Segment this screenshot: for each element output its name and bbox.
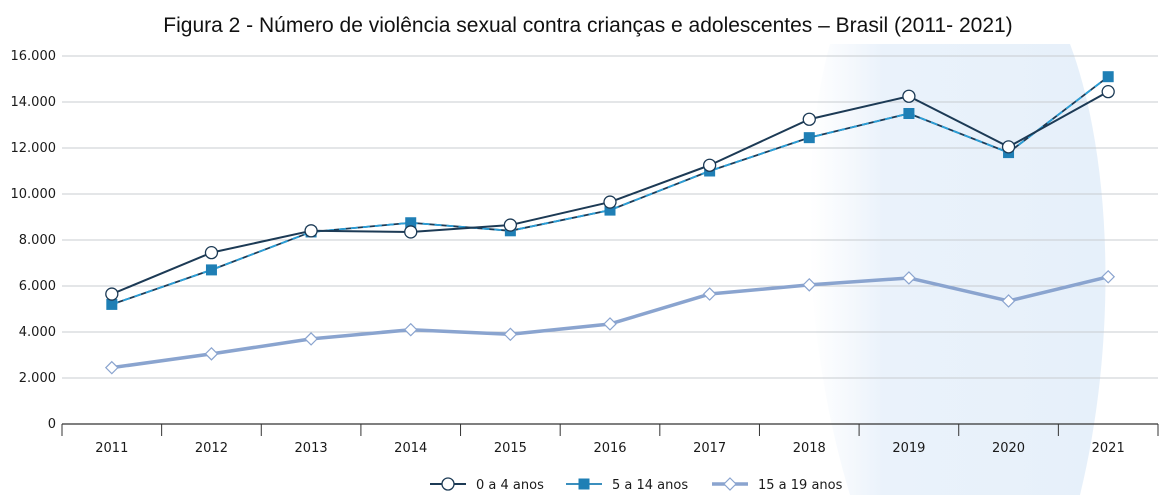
legend-label: 5 a 14 anos (612, 478, 688, 493)
data-point (702, 158, 717, 172)
y-tick-label: 4.000 (19, 325, 56, 340)
data-point (403, 322, 418, 337)
y-tick-label: 0 (48, 417, 56, 432)
data-point (503, 218, 518, 232)
data-point (802, 112, 816, 126)
data-point (104, 360, 119, 375)
series-3 (104, 269, 1116, 375)
legend-marker (441, 477, 455, 491)
legend-marker (578, 478, 590, 490)
legend-item: 5 a 14 anos (566, 478, 688, 493)
legend-label: 15 a 19 anos (758, 478, 843, 493)
data-point (903, 108, 915, 119)
data-point (702, 287, 717, 301)
series-line (111, 75, 1109, 306)
data-point (205, 264, 217, 276)
y-tick-label: 2.000 (19, 371, 56, 386)
x-tick-label: 2019 (892, 441, 925, 456)
x-tick-label: 2020 (992, 441, 1025, 456)
y-tick-label: 12.000 (11, 141, 57, 156)
data-point (204, 347, 219, 361)
x-tick-label: 2012 (195, 441, 228, 456)
data-point (902, 89, 916, 103)
x-tick-label: 2018 (793, 441, 826, 456)
data-point (1102, 71, 1114, 83)
data-point (204, 245, 219, 260)
legend-label: 0 a 4 anos (476, 478, 544, 493)
y-tick-label: 6.000 (19, 279, 56, 294)
data-point (1001, 294, 1016, 308)
data-point (802, 278, 817, 292)
data-point (1001, 140, 1016, 154)
data-point (1101, 269, 1116, 284)
y-tick-label: 8.000 (19, 233, 56, 248)
x-tick-label: 2021 (1092, 441, 1125, 456)
y-tick-label: 16.000 (11, 49, 57, 64)
background-band (809, 44, 1106, 495)
data-point (604, 204, 616, 216)
x-tick-label: 2017 (693, 441, 726, 456)
data-point (304, 224, 318, 238)
x-tick-label: 2015 (494, 441, 527, 456)
data-point (304, 332, 318, 346)
data-point (106, 298, 118, 310)
chart-title: Figura 2 - Número de violência sexual co… (163, 14, 1013, 37)
y-tick-label: 10.000 (11, 187, 57, 202)
legend-item: 15 a 19 anos (712, 477, 843, 493)
legend-item: 0 a 4 anos (430, 477, 544, 493)
data-point (603, 195, 617, 209)
x-tick-label: 2016 (593, 441, 626, 456)
legend-marker (723, 477, 737, 491)
data-point (603, 317, 617, 331)
x-tick-label: 2014 (394, 441, 427, 456)
x-tick-label: 2013 (295, 441, 328, 456)
data-point (803, 132, 815, 144)
y-tick-label: 14.000 (11, 95, 57, 110)
data-point (503, 327, 518, 342)
data-point (404, 225, 418, 239)
x-tick-label: 2011 (95, 441, 128, 456)
data-point (405, 217, 417, 229)
data-point (105, 287, 119, 301)
data-point (902, 271, 916, 285)
data-point (1101, 85, 1115, 99)
series-1 (105, 85, 1115, 301)
